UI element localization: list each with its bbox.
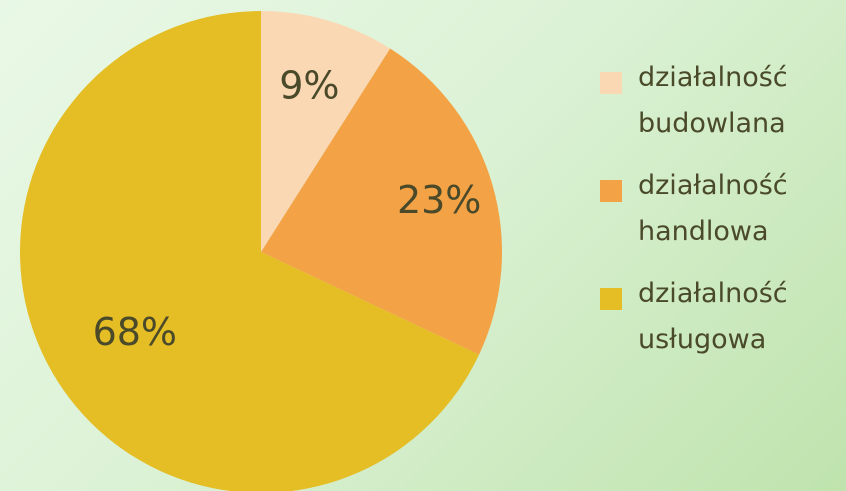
pie-slice-label-budowlana: 9% (279, 63, 339, 107)
legend-swatch-uslugowa (600, 288, 622, 310)
legend-label-budowlana: działalność budowlana (638, 62, 788, 139)
pie-slice-label-uslugowa: 68% (93, 310, 177, 354)
legend-item-uslugowa: działalność usługowa (600, 271, 846, 363)
legend-item-budowlana: działalność budowlana (600, 55, 846, 147)
pie-slice-uslugowa (20, 11, 480, 491)
legend: działalność budowlana działalność handlo… (600, 55, 846, 379)
pie-slice-handlowa (261, 48, 502, 355)
pie-slice-label-handlowa: 23% (397, 178, 481, 222)
legend-item-handlowa: działalność handlowa (600, 163, 846, 255)
legend-swatch-handlowa (600, 180, 622, 202)
legend-label-handlowa: działalność handlowa (638, 170, 788, 247)
legend-label-uslugowa: działalność usługowa (638, 278, 788, 355)
legend-swatch-budowlana (600, 72, 622, 94)
pie-slice-budowlana (261, 11, 391, 252)
